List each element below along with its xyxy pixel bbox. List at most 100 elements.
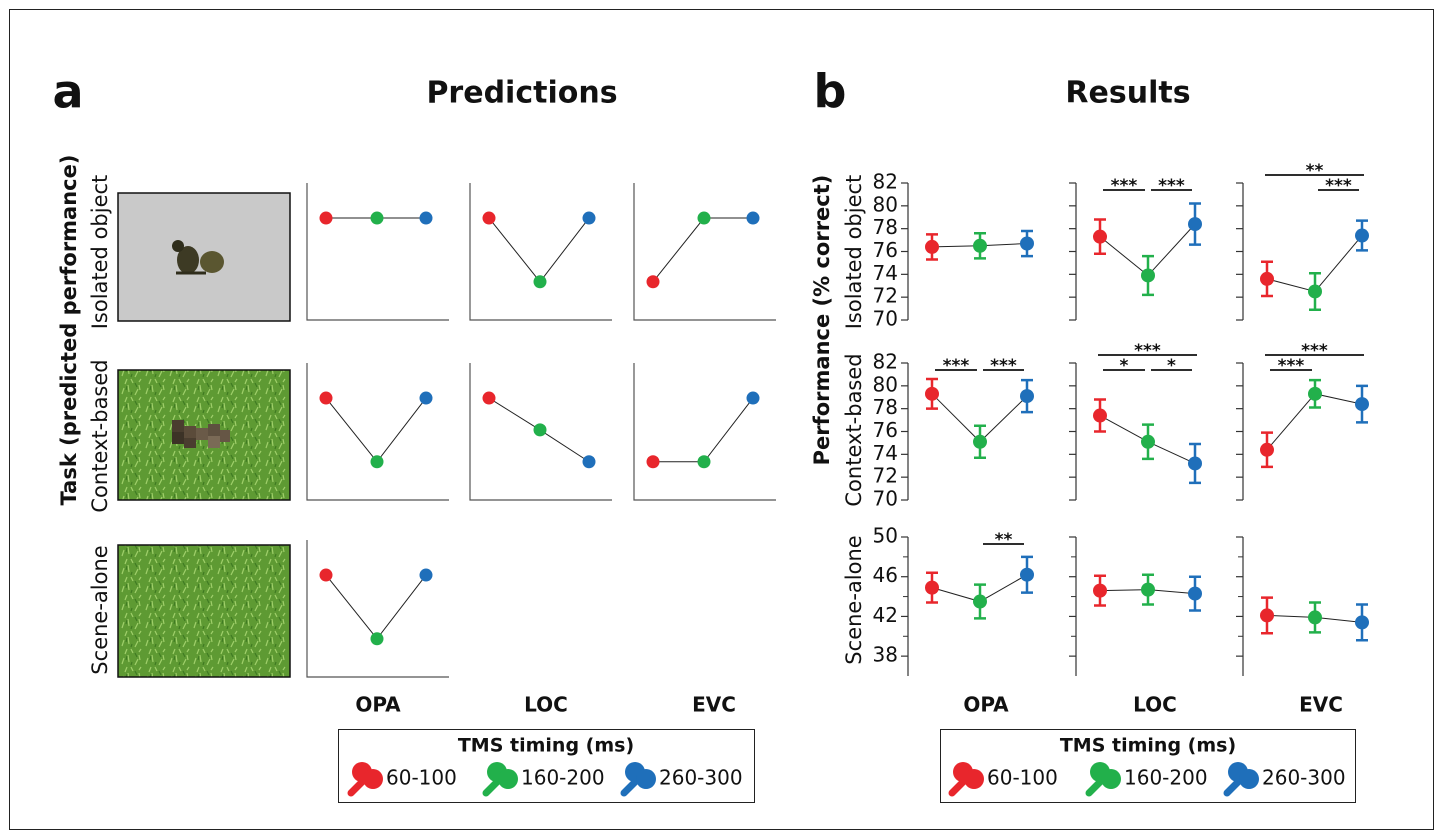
panel-label: b	[814, 65, 847, 119]
y-tick-label: 80	[873, 192, 898, 216]
point	[1020, 389, 1034, 404]
row-label: Isolated object	[88, 175, 112, 330]
point	[1188, 456, 1202, 471]
y-tick-label: 74	[873, 441, 898, 465]
y-tick-label: 82	[873, 350, 898, 374]
y-tick-label: 78	[873, 395, 898, 419]
legend-icon	[620, 762, 656, 797]
point	[1260, 442, 1274, 457]
point	[1308, 284, 1322, 299]
legend-icon	[1223, 762, 1259, 797]
y-tick-label: 70	[873, 307, 898, 331]
legend-label: 60-100	[386, 766, 457, 790]
scene-alone-image	[117, 544, 291, 678]
point	[1141, 268, 1155, 283]
legend-label: 60-100	[987, 766, 1058, 790]
point	[319, 568, 333, 582]
legend-box	[940, 729, 1356, 803]
legend-label: 260-300	[1262, 766, 1346, 790]
point	[1188, 217, 1202, 232]
column-label: OPA	[963, 693, 1009, 717]
column-label: LOC	[524, 693, 568, 717]
significance-label: ***	[1111, 176, 1138, 196]
y-tick-label: 72	[873, 284, 898, 308]
legend-title: TMS timing (ms)	[458, 735, 634, 757]
y-tick-label: 76	[873, 238, 898, 262]
point	[533, 275, 547, 289]
point	[370, 632, 384, 646]
y-tick-label: 74	[873, 261, 898, 285]
point	[419, 391, 433, 405]
point	[482, 211, 496, 225]
y-tick-label: 72	[873, 464, 898, 488]
coil-wing	[498, 769, 518, 789]
coil-wing	[636, 769, 656, 789]
point	[1355, 228, 1369, 243]
coil-handle	[1085, 777, 1105, 797]
point	[1355, 397, 1369, 412]
point	[1188, 586, 1202, 601]
isolated-object-image	[117, 192, 291, 322]
point	[1308, 386, 1322, 401]
significance-label: ***	[1158, 176, 1185, 196]
significance-label: ***	[1301, 341, 1328, 361]
legend-icon	[1085, 762, 1121, 797]
significance-label: *	[1167, 356, 1176, 376]
point	[1141, 434, 1155, 449]
point	[746, 391, 760, 405]
significance-label: ***	[1134, 341, 1161, 361]
point	[1020, 567, 1034, 582]
coil-wing	[363, 769, 383, 789]
panel-title: Results	[1065, 76, 1190, 111]
panel-title: Predictions	[426, 76, 617, 111]
column-label: LOC	[1133, 693, 1177, 717]
column-label: OPA	[355, 693, 401, 717]
axis	[469, 363, 612, 501]
point	[319, 211, 333, 225]
y-tick-label: 80	[873, 372, 898, 396]
y-tick-label: 82	[873, 170, 898, 194]
coil-handle	[482, 777, 502, 797]
point	[973, 594, 987, 609]
significance-label: ***	[990, 356, 1017, 376]
axis	[633, 183, 776, 321]
point	[419, 568, 433, 582]
point	[973, 434, 987, 449]
point	[646, 455, 660, 469]
significance-label: ***	[943, 356, 970, 376]
y-tick-label: 50	[873, 524, 898, 548]
point	[533, 423, 547, 437]
point	[925, 580, 939, 595]
significance-label: ***	[1325, 176, 1352, 196]
column-label: EVC	[1299, 693, 1343, 717]
coil-handle	[347, 777, 367, 797]
point	[582, 211, 596, 225]
point	[646, 275, 660, 289]
row-label: Scene-alone	[88, 545, 112, 674]
point	[1260, 271, 1274, 286]
row-label: Scene-alone	[842, 535, 866, 664]
legend-label: 260-300	[659, 766, 743, 790]
column-label: EVC	[692, 693, 736, 717]
point	[582, 455, 596, 469]
row-label: Isolated object	[842, 175, 866, 330]
axis	[469, 183, 612, 321]
coil-wing	[1239, 769, 1259, 789]
axis	[306, 363, 449, 501]
y-tick-label: 42	[873, 603, 898, 627]
y-tick-label: 46	[873, 563, 898, 587]
axis	[633, 363, 776, 501]
y-tick-label: 76	[873, 418, 898, 442]
point	[370, 455, 384, 469]
point	[1020, 236, 1034, 251]
point	[1093, 408, 1107, 423]
point	[1093, 229, 1107, 244]
legend-label: 160-200	[521, 766, 605, 790]
axis	[306, 540, 449, 678]
point	[697, 211, 711, 225]
coil-wing	[964, 769, 984, 789]
coil-wing	[1101, 769, 1121, 789]
point	[746, 211, 760, 225]
y-axis-label: Task (predicted performance)	[57, 155, 81, 506]
